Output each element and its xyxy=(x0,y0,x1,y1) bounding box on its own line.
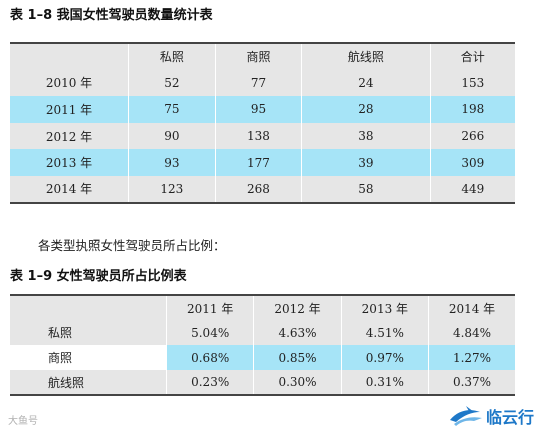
table-cell: 0.23% xyxy=(165,370,254,395)
table-cell: 0.85% xyxy=(253,345,342,370)
table-row: 航线照 0.23% 0.30% 0.31% 0.37% xyxy=(10,370,515,395)
table-cell: 153 xyxy=(429,69,515,97)
table-cell: 2013 年 xyxy=(10,149,129,176)
table-header-cell: 2014 年 xyxy=(428,295,515,320)
table-cell: 2010 年 xyxy=(10,69,129,97)
table-cell: 2011 年 xyxy=(10,96,129,123)
table-cell: 58 xyxy=(301,175,431,203)
table-cell: 123 xyxy=(128,175,216,203)
table-cell: 5.04% xyxy=(165,320,254,345)
table-cell: 38 xyxy=(301,122,431,150)
table-cell: 0.97% xyxy=(340,345,429,370)
table-cell: 4.63% xyxy=(253,320,342,345)
table-cell: 90 xyxy=(128,122,216,150)
table-cell: 4.84% xyxy=(428,320,515,345)
table-header-cell: 合计 xyxy=(429,43,515,70)
table-cell: 0.31% xyxy=(340,370,429,395)
table-cell: 24 xyxy=(301,69,431,97)
table-header-cell: 2012 年 xyxy=(253,295,342,320)
table-header-row: 2011 年 2012 年 2013 年 2014 年 xyxy=(10,295,515,320)
airplane-swoosh-icon xyxy=(450,406,482,426)
table-cell: 93 xyxy=(128,149,216,176)
table-cell: 39 xyxy=(301,149,431,176)
table-cell: 1.27% xyxy=(428,345,515,370)
table1-caption: 表 1–8 我国女性驾驶员数量统计表 xyxy=(10,8,213,23)
table-cell: 2012 年 xyxy=(10,122,129,150)
ratio-note: 各类型执照女性驾驶员所占比例： xyxy=(38,238,226,253)
table-cell: 95 xyxy=(214,96,302,123)
table-cell: 0.37% xyxy=(428,370,515,395)
table-cell: 0.30% xyxy=(253,370,342,395)
table-header-cell: 私照 xyxy=(128,43,216,70)
table-cell: 52 xyxy=(128,69,216,97)
table-header-cell: 2013 年 xyxy=(340,295,429,320)
table-row: 私照 5.04% 4.63% 4.51% 4.84% xyxy=(10,320,515,345)
table-cell: 航线照 xyxy=(10,370,167,395)
table-header-cell: 商照 xyxy=(214,43,302,70)
table-cell: 268 xyxy=(214,175,302,203)
table-header-row: 私照 商照 航线照 合计 xyxy=(10,43,515,70)
table-cell: 177 xyxy=(214,149,302,176)
source-watermark: 大鱼号 xyxy=(8,416,38,427)
table-row: 2011 年 75 95 28 198 xyxy=(10,96,515,123)
table-cell: 138 xyxy=(214,122,302,150)
table-header-cell: 2011 年 xyxy=(165,295,254,320)
table-cell: 309 xyxy=(429,149,515,176)
table-row: 2012 年 90 138 38 266 xyxy=(10,122,515,150)
table-header-cell xyxy=(10,295,167,320)
table-cell: 商照 xyxy=(10,345,167,370)
table-cell: 266 xyxy=(429,122,515,150)
table-cell: 449 xyxy=(429,175,515,203)
table-cell: 198 xyxy=(429,96,515,123)
table-row: 2013 年 93 177 39 309 xyxy=(10,149,515,176)
table-header-cell xyxy=(10,43,129,70)
table-cell: 77 xyxy=(214,69,302,97)
table-cell: 4.51% xyxy=(340,320,429,345)
table-cell: 2014 年 xyxy=(10,175,129,203)
female-pilot-count-table: 私照 商照 航线照 合计 2010 年 52 77 24 153 2011 年 … xyxy=(10,42,515,204)
table-row: 商照 0.68% 0.85% 0.97% 1.27% xyxy=(10,345,515,370)
brand-logo: 临云行 xyxy=(450,406,534,427)
table-row: 2010 年 52 77 24 153 xyxy=(10,69,515,97)
table-cell: 0.68% xyxy=(165,345,254,370)
female-pilot-ratio-table: 2011 年 2012 年 2013 年 2014 年 私照 5.04% 4.6… xyxy=(10,294,515,396)
logo-text: 临云行 xyxy=(486,408,534,427)
table-cell: 私照 xyxy=(10,320,167,345)
table-row: 2014 年 123 268 58 449 xyxy=(10,175,515,203)
table-header-cell: 航线照 xyxy=(301,43,431,70)
table-cell: 28 xyxy=(301,96,431,123)
table-cell: 75 xyxy=(128,96,216,123)
table2-caption: 表 1–9 女性驾驶员所占比例表 xyxy=(10,269,187,284)
